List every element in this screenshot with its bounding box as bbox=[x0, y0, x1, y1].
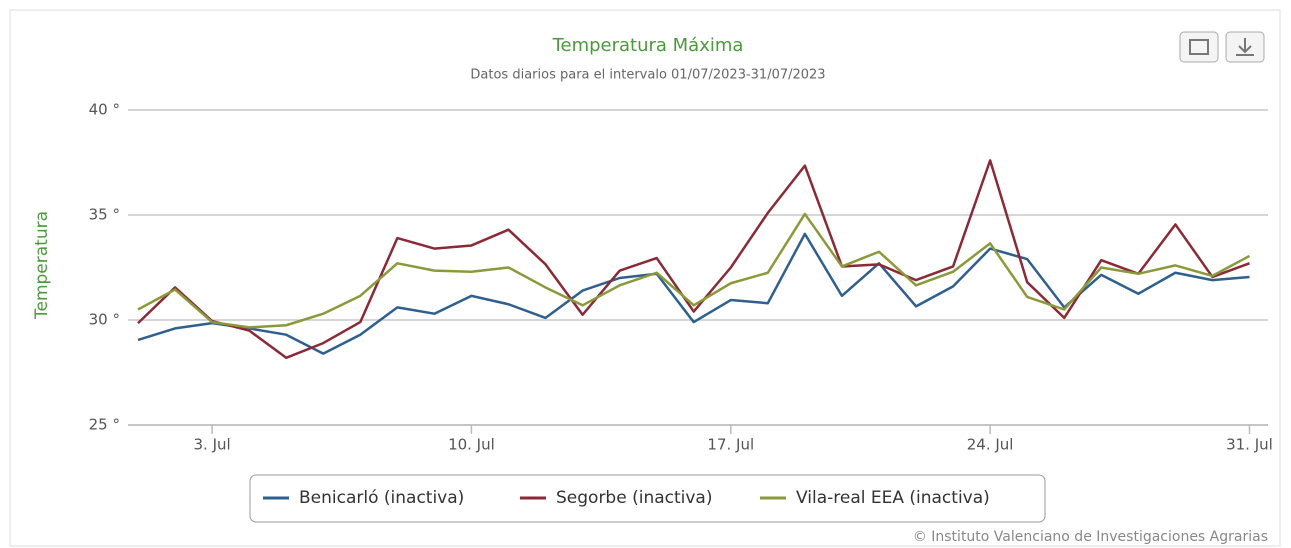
x-tick-label: 17. Jul bbox=[707, 436, 754, 454]
y-tick-label: 40 ° bbox=[89, 101, 120, 119]
download-button[interactable] bbox=[1225, 31, 1265, 63]
y-tick-label: 30 ° bbox=[89, 311, 120, 329]
chart-title: Temperatura Máxima bbox=[552, 35, 744, 56]
y-tick-label: 35 ° bbox=[89, 206, 120, 224]
print-icon bbox=[1189, 39, 1209, 55]
x-tick-label: 10. Jul bbox=[448, 436, 495, 454]
chart-subtitle: Datos diarios para el intervalo 01/07/20… bbox=[470, 68, 825, 83]
x-tick-label: 31. Jul bbox=[1226, 436, 1273, 454]
credit: © Instituto Valenciano de Investigacione… bbox=[913, 529, 1268, 545]
series-line bbox=[137, 212, 1251, 329]
series-line bbox=[137, 159, 1250, 360]
legend-frame bbox=[249, 474, 1046, 523]
series-line bbox=[137, 232, 1250, 355]
legend-label: Segorbe (inactiva) bbox=[556, 488, 712, 508]
y-tick-label: 25 ° bbox=[89, 416, 120, 434]
print-button[interactable] bbox=[1179, 31, 1219, 63]
x-tick-label: 24. Jul bbox=[967, 436, 1014, 454]
legend-label: Benicarló (inactiva) bbox=[299, 488, 464, 508]
download-icon bbox=[1236, 38, 1254, 56]
x-tick-label: 3. Jul bbox=[194, 436, 231, 454]
legend-label: Vila-real EEA (inactiva) bbox=[796, 488, 990, 508]
y-axis-title: Temperatura bbox=[32, 211, 52, 320]
print-button-frame[interactable] bbox=[1179, 31, 1219, 63]
